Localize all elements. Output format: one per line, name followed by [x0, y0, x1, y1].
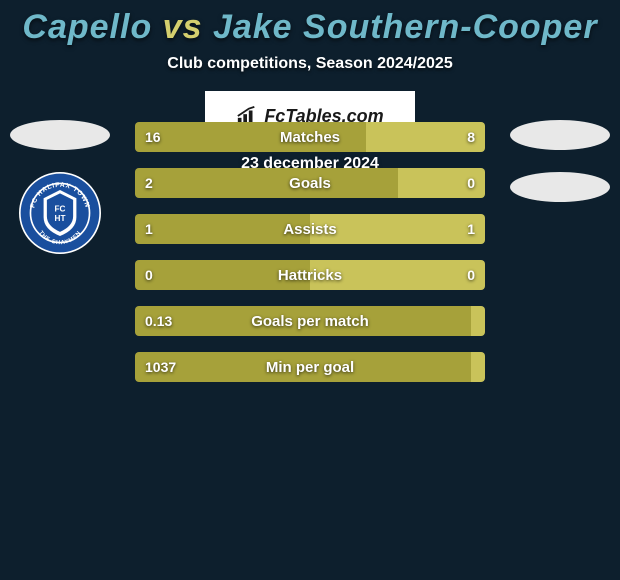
bar-label: Hattricks — [135, 260, 485, 290]
bar-value-right — [465, 352, 485, 382]
bar-value-right: 0 — [457, 260, 485, 290]
bar-label: Assists — [135, 214, 485, 244]
player1-name: Capello — [22, 8, 152, 46]
comparison-title: Capello vs Jake Southern-Cooper — [0, 0, 620, 47]
bar-label: Min per goal — [135, 352, 485, 382]
stat-bar: Hattricks0 0 — [135, 260, 485, 290]
bar-value-left: 16 — [135, 122, 171, 152]
bar-label: Goals — [135, 168, 485, 198]
bar-value-right: 0 — [457, 168, 485, 198]
svg-text:HT: HT — [55, 214, 66, 223]
left-column: FC HALIFAX TOWN THE SHAYMEN FC HT — [10, 120, 110, 254]
svg-text:FC: FC — [55, 204, 66, 213]
bar-value-left: 0 — [135, 260, 163, 290]
bar-label: Matches — [135, 122, 485, 152]
comparison-subtitle: Club competitions, Season 2024/2025 — [0, 55, 620, 73]
comparison-bars: Matches168Goals20Assists11Hattricks00Goa… — [135, 122, 485, 398]
placeholder-ellipse — [10, 120, 110, 150]
stat-bar: Min per goal1037 — [135, 352, 485, 382]
bar-label: Goals per match — [135, 306, 485, 336]
bar-value-left: 2 — [135, 168, 163, 198]
stat-bar: Matches16 8 — [135, 122, 485, 152]
player2-name: Jake Southern-Cooper — [213, 8, 598, 46]
stat-bar: Goals2 0 — [135, 168, 485, 198]
vs-word: vs — [163, 8, 203, 46]
right-column — [510, 120, 610, 224]
placeholder-ellipse — [510, 120, 610, 150]
bar-value-right: 8 — [457, 122, 485, 152]
bar-value-right: 1 — [457, 214, 485, 244]
club-badge-halifax: FC HALIFAX TOWN THE SHAYMEN FC HT — [19, 172, 101, 254]
bar-value-left: 0.13 — [135, 306, 182, 336]
stat-bar: Goals per match0.13 — [135, 306, 485, 336]
bar-value-left: 1 — [135, 214, 163, 244]
placeholder-ellipse — [510, 172, 610, 202]
bar-value-right — [465, 306, 485, 336]
stat-bar: Assists1 1 — [135, 214, 485, 244]
bar-value-left: 1037 — [135, 352, 186, 382]
